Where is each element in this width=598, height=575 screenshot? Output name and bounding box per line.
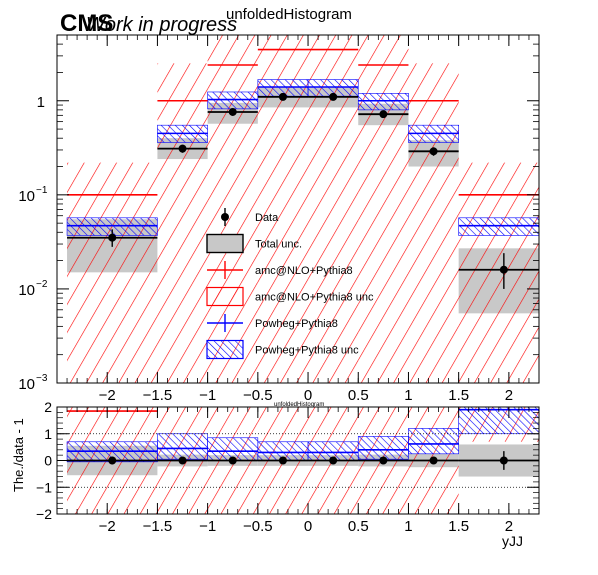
main-data-point <box>108 233 117 242</box>
ratio-y-tick-label: −2 <box>36 506 52 522</box>
legend-entry: Total unc. <box>206 233 302 254</box>
y-tick-label-exp: −2 <box>36 279 48 290</box>
legend-total-unc-swatch <box>206 233 244 254</box>
main-amc-unc-bin <box>157 63 208 383</box>
ratio-data-point <box>178 456 187 465</box>
legend-entry: Data <box>221 208 279 226</box>
main-amc-unc-bin <box>458 162 539 383</box>
ratio-data-point <box>329 456 338 465</box>
work-in-progress-label: Work in progress <box>86 14 237 36</box>
legend-data-marker-swatch <box>221 213 229 221</box>
x-axis-label: yJJ <box>502 533 523 549</box>
ratio-marks-layer <box>57 408 539 488</box>
y-tick-label: 1 <box>37 94 45 111</box>
ratio-data-point <box>108 456 117 465</box>
x-tick-label: −0.5 <box>243 387 273 404</box>
ratio-y-tick-label: 2 <box>44 399 52 415</box>
legend-entry: amc@NLO+Pythia8 unc <box>206 286 374 307</box>
x-tick-label: 1 <box>404 518 412 535</box>
ratio-y-tick-label: −1 <box>36 479 52 495</box>
y-tick-label-base: 10 <box>18 282 35 299</box>
ratio-axes-layer: −2 −1.5 −1 −0.5 0 0.5 1 1.5 2 −2 −1 0 1 2 <box>36 399 540 535</box>
main-amc-unc-bin <box>207 35 258 383</box>
ratio-powheg-unc-bin <box>408 428 459 455</box>
ratio-data-point <box>278 456 287 465</box>
x-tick-label: 0.5 <box>348 387 369 404</box>
main-data-point <box>499 265 508 274</box>
main-amc-unc-bin <box>358 35 409 383</box>
main-powheg-unc-bin <box>357 93 409 111</box>
x-tick-label: 1.5 <box>448 518 469 535</box>
chart-title: unfoldedHistogram <box>226 6 352 23</box>
x-tick-label: 0 <box>304 518 312 535</box>
x-tick-label: −1.5 <box>143 518 173 535</box>
x-tick-label: −2 <box>99 387 116 404</box>
ratio-data-point <box>429 456 438 465</box>
main-marks-layer <box>67 48 539 289</box>
main-data-point <box>379 110 388 119</box>
legend-label: amc@NLO+Pythia8 unc <box>255 292 374 304</box>
y-tick-label-exp: −3 <box>36 373 48 384</box>
x-tick-label: 2 <box>505 387 513 404</box>
y-tick-label-exp: −1 <box>36 185 48 196</box>
main-data-point <box>178 144 187 153</box>
legend-label: Total unc. <box>255 239 302 251</box>
x-tick-label: −0.5 <box>243 518 273 535</box>
cms-label: CMS <box>60 10 113 37</box>
main-axes-layer: −2 −1.5 −1 −0.5 0 0.5 1 1.5 210 −310 −210 −11 <box>18 34 540 404</box>
ratio-y-tick-label: 1 <box>44 426 52 442</box>
x-tick-label: −1.5 <box>143 387 173 404</box>
x-tick-label: −1 <box>199 518 216 535</box>
y-tick-label-base: 10 <box>18 376 35 393</box>
legend-entry: amc@NLO+Pythia8 <box>207 261 353 279</box>
x-tick-label: 2 <box>505 518 513 535</box>
y-tick-label-base: 10 <box>18 188 35 205</box>
main-powheg-unc-bin <box>458 217 539 236</box>
ratio-data-point <box>499 456 508 465</box>
ratio-y-tick-label: 0 <box>44 453 52 469</box>
ratio-y-axis-label: The./data - 1 <box>11 418 26 492</box>
ratio-powheg-unc-bin <box>157 433 208 460</box>
main-amc-unc-bin <box>67 162 158 383</box>
main-powheg-unc-bin <box>207 91 259 110</box>
legend-entry: Powheg+Pythia8 <box>207 314 338 332</box>
main-data-point <box>329 92 338 101</box>
main-data-point <box>228 107 237 116</box>
x-tick-label: 1.5 <box>448 387 469 404</box>
x-tick-label: 0.5 <box>348 518 369 535</box>
ratio-data-point <box>379 456 388 465</box>
legend: Data Total unc. amc@NLO+Pythia8 amc@NLO+Pyt… <box>206 208 374 360</box>
x-tick-label: 1 <box>404 387 412 404</box>
ratio-title: unfoldedHistogram <box>274 402 324 408</box>
x-tick-label: −1 <box>199 387 216 404</box>
legend-label: Powheg+Pythia8 <box>255 318 338 330</box>
main-data-point <box>429 147 438 156</box>
ratio-data-point <box>228 456 237 465</box>
ratio-powheg-unc-bin <box>357 436 409 460</box>
x-tick-label: 0 <box>304 387 312 404</box>
x-tick-label: −2 <box>99 518 116 535</box>
legend-label: amc@NLO+Pythia8 <box>255 265 353 277</box>
main-amc-unc-bin <box>408 63 459 383</box>
legend-powheg-unc-swatch <box>206 339 244 360</box>
legend-label: Data <box>255 212 279 224</box>
legend-label: Powheg+Pythia8 unc <box>255 345 359 357</box>
legend-amc-unc-swatch <box>206 286 244 307</box>
main-data-point <box>278 92 287 101</box>
legend-entry: Powheg+Pythia8 unc <box>206 339 359 360</box>
